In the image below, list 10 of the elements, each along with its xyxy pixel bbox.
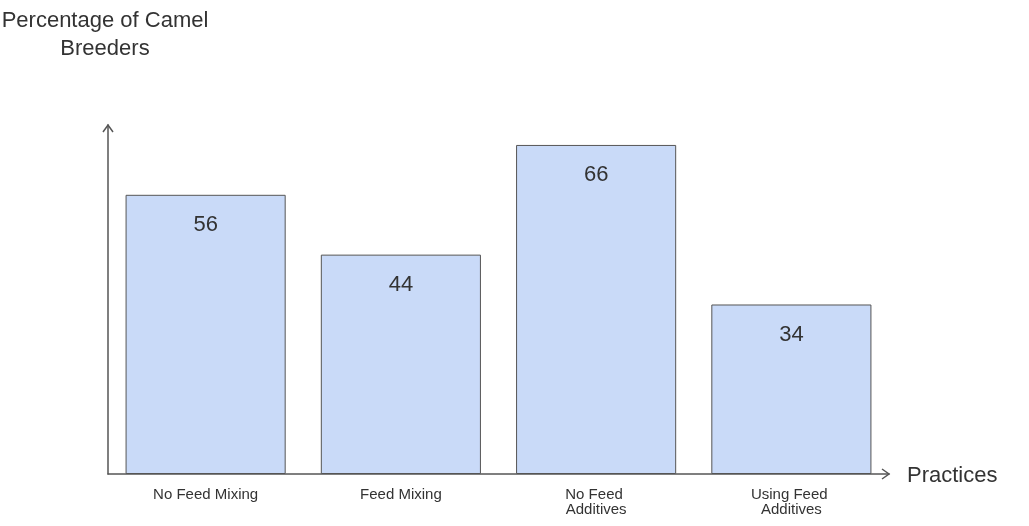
x-tick-label: No Feed Mixing [153, 485, 259, 502]
data-label: 44 [388, 271, 414, 297]
data-label: 56 [193, 211, 218, 237]
x-tick-label: Feed Mixing [360, 485, 442, 502]
data-label: 66 [583, 161, 609, 187]
x-tick-label: Using Feed Additives [750, 485, 832, 517]
x-axis-title: Practices [907, 461, 998, 487]
data-label: 34 [779, 320, 804, 346]
x-tick-label: No Feed Additives [565, 485, 627, 517]
y-axis-title: Percentage of Camel Breeders [0, 6, 210, 62]
